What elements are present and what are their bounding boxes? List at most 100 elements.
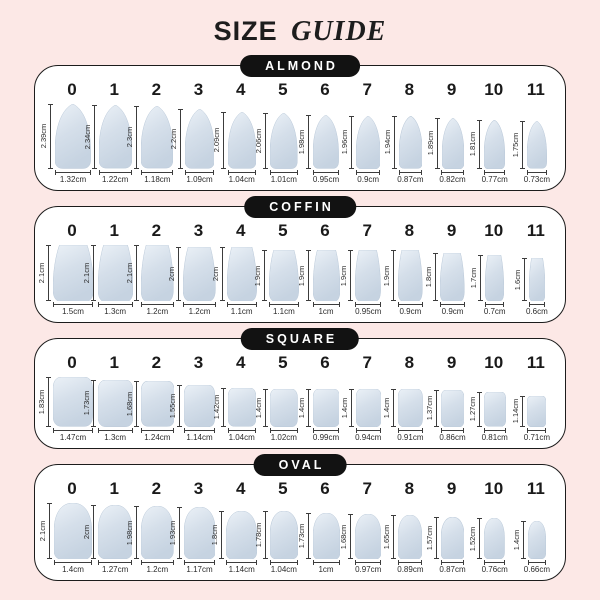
width-measure-line	[483, 427, 506, 433]
height-value: 1.96cm	[340, 129, 350, 155]
size-number: 10	[484, 80, 504, 99]
height-value: 1.55cm	[168, 393, 178, 418]
shape-label-pill: COFFIN	[244, 195, 356, 218]
width-measure: 1.1cm	[226, 302, 257, 316]
nail-shape-square	[227, 388, 256, 427]
width-value: 1.09cm	[186, 174, 213, 184]
height-value: 1.42cm	[211, 395, 221, 420]
width-measure: 0.95cm	[313, 169, 339, 184]
nail-wrap: 2.3cm	[125, 106, 174, 169]
width-value: 1.2cm	[146, 307, 169, 317]
height-value: 1.27cm	[467, 397, 477, 422]
size-column: 3 2.2cm 1.09cm	[169, 79, 216, 184]
height-measure-line	[91, 105, 97, 169]
height-value: 1.83cm	[37, 389, 47, 415]
width-measure-line	[226, 302, 257, 308]
nail-figure: 2cm	[82, 503, 133, 560]
nail-shape-coffin	[269, 249, 299, 302]
height-value: 1.7cm	[469, 268, 479, 289]
size-number: 10	[484, 353, 504, 373]
title-guide-word: GUIDE	[291, 16, 387, 47]
height-measure-line	[263, 112, 269, 169]
width-value: 0.91cm	[397, 432, 424, 442]
width-measure-line	[184, 169, 215, 175]
width-measure: 0.66cm	[524, 560, 550, 574]
nail-wrap: 1.9cm	[339, 249, 381, 302]
nail-figure: 1.98cm	[125, 503, 174, 560]
width-value: 0.82cm	[439, 174, 466, 184]
size-number: 8	[404, 80, 415, 99]
nail-wrap: 1.65cm	[382, 514, 423, 560]
width-measure-line	[355, 302, 381, 308]
width-measure-line	[484, 560, 505, 566]
height-value: 1.68cm	[124, 391, 134, 417]
nail-wrap: 1.4cm	[340, 388, 381, 427]
width-measure-line	[527, 427, 547, 433]
height-value: 1.52cm	[468, 526, 478, 552]
nail-figure: 1.57cm	[425, 503, 469, 560]
size-column: 9 1.89cm 0.82cm	[425, 79, 469, 184]
size-number: 8	[404, 353, 415, 373]
width-value: 1.24cm	[144, 432, 171, 442]
nail-figure: 2cm	[211, 245, 258, 302]
height-measure-line	[45, 244, 51, 302]
nail-figure: 1.83cm	[37, 377, 93, 427]
height-measure-line	[91, 505, 97, 560]
size-number: 4	[235, 478, 246, 498]
width-measure: 0.95cm	[355, 302, 381, 316]
nail-wrap: 2.1cm	[38, 502, 92, 560]
nail-shape-almond	[270, 112, 298, 169]
nail-figure: 1.98cm	[297, 104, 342, 169]
size-number: 11	[526, 353, 545, 373]
nail-wrap: 1.55cm	[168, 384, 215, 427]
width-value: 0.7cm	[483, 307, 506, 317]
size-column: 0 1.83cm 1.47cm	[37, 352, 93, 442]
size-card-almond: ALMOND 0 2.39cm 1.32cm 1 2.34cm 1.22cm 2 2.3cm 1.…	[34, 55, 566, 191]
height-value: 1.89cm	[425, 130, 435, 156]
height-value: 1.75cm	[511, 132, 521, 158]
nail-wrap: 1.37cm	[425, 389, 465, 427]
size-number: 3	[193, 478, 204, 498]
width-measure: 0.7cm	[483, 302, 506, 317]
width-measure-line	[355, 427, 382, 433]
height-value: 1.98cm	[297, 129, 307, 155]
size-number: 5	[278, 80, 288, 99]
height-value: 1.4cm	[339, 397, 349, 418]
width-measure-line	[312, 427, 340, 433]
nail-shape-oval	[312, 512, 340, 560]
height-value: 1.37cm	[424, 395, 434, 421]
size-column: 6 1.98cm 0.95cm	[297, 79, 342, 184]
size-number: 7	[362, 80, 372, 99]
nail-shape-almond	[227, 112, 256, 169]
width-measure: 1.47cm	[53, 427, 93, 442]
size-column: 7 1.96cm 0.9cm	[340, 79, 384, 184]
nail-figure: 1.14cm	[511, 377, 553, 427]
height-measure-line	[391, 116, 397, 169]
nail-shape-oval	[141, 505, 174, 560]
nail-wrap: 1.27cm	[468, 392, 506, 427]
width-measure-line	[54, 560, 92, 566]
nail-figure: 1.9cm	[297, 245, 342, 302]
height-value: 2.3cm	[125, 127, 135, 148]
nail-wrap: 2.1cm	[125, 244, 174, 302]
size-column: 4 2.09cm 1.04cm	[212, 79, 258, 184]
size-column: 5 1.4cm 1.02cm	[254, 352, 300, 442]
width-measure: 1.2cm	[183, 302, 217, 316]
width-measure-line	[527, 560, 546, 566]
width-value: 0.6cm	[525, 307, 548, 317]
nail-figure: 2.1cm	[38, 502, 92, 560]
width-value: 0.77cm	[481, 174, 508, 184]
size-column: 1 1.73cm 1.3cm	[82, 352, 133, 442]
nail-figure: 1.4cm	[254, 377, 300, 427]
width-measure-line	[440, 302, 465, 308]
width-measure: 0.76cm	[482, 560, 508, 574]
sizes-row: 0 1.83cm 1.47cm 1 1.73cm 1.3cm 2 1.68cm 1.24cm 3 1…	[37, 352, 553, 442]
width-measure-line	[226, 560, 258, 566]
nail-figure: 1.73cm	[82, 377, 133, 427]
width-value: 0.89cm	[397, 565, 424, 575]
nail-figure: 1.4cm	[382, 377, 426, 427]
nail-shape-oval	[484, 518, 505, 560]
size-number: 4	[235, 80, 246, 99]
height-value: 1.73cm	[81, 390, 91, 416]
width-measure: 1.1cm	[269, 302, 299, 316]
